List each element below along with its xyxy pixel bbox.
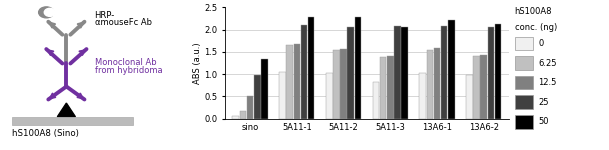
Bar [12, 117, 133, 125]
Text: hS100A8 (Sino): hS100A8 (Sino) [12, 129, 79, 138]
Bar [401, 27, 408, 118]
Bar [488, 27, 495, 118]
Bar [495, 24, 501, 118]
Bar [481, 55, 487, 118]
Bar [354, 17, 361, 118]
Bar [426, 50, 433, 119]
Bar [441, 26, 448, 119]
Text: HRP-: HRP- [94, 11, 114, 20]
Bar [434, 48, 440, 118]
Bar [515, 115, 533, 129]
Bar [473, 56, 480, 118]
Bar [239, 111, 246, 118]
Bar [340, 49, 347, 118]
Bar [301, 25, 308, 118]
Polygon shape [57, 103, 76, 117]
Bar [333, 50, 340, 119]
Text: 50: 50 [538, 117, 549, 126]
Bar [326, 73, 333, 118]
Text: Monoclonal Ab: Monoclonal Ab [94, 58, 156, 67]
Circle shape [44, 8, 55, 16]
Bar [373, 82, 379, 118]
Bar [448, 20, 454, 119]
Bar [515, 56, 533, 70]
Bar [380, 57, 387, 118]
Text: 0: 0 [538, 39, 544, 48]
Bar [347, 27, 354, 118]
Bar [387, 56, 393, 118]
Bar [515, 76, 533, 89]
Bar [308, 17, 314, 118]
Bar [280, 72, 286, 118]
Text: αmouseFc Ab: αmouseFc Ab [94, 18, 152, 27]
Bar [420, 73, 426, 118]
Bar [515, 37, 533, 50]
Bar [261, 59, 268, 118]
Text: 6.25: 6.25 [538, 58, 557, 68]
Bar [466, 75, 473, 118]
Text: hS100A8: hS100A8 [515, 7, 552, 16]
Text: 25: 25 [538, 98, 549, 107]
Bar [294, 44, 300, 118]
Bar [233, 116, 239, 118]
Bar [394, 26, 401, 119]
Text: from hybridoma: from hybridoma [94, 66, 162, 75]
Text: conc. (ng): conc. (ng) [515, 23, 557, 32]
Bar [286, 45, 293, 118]
Bar [254, 75, 261, 118]
Circle shape [38, 7, 54, 18]
Bar [515, 95, 533, 109]
Text: 12.5: 12.5 [538, 78, 557, 87]
Bar [247, 96, 253, 118]
Y-axis label: ABS (a.u.): ABS (a.u.) [193, 42, 202, 84]
